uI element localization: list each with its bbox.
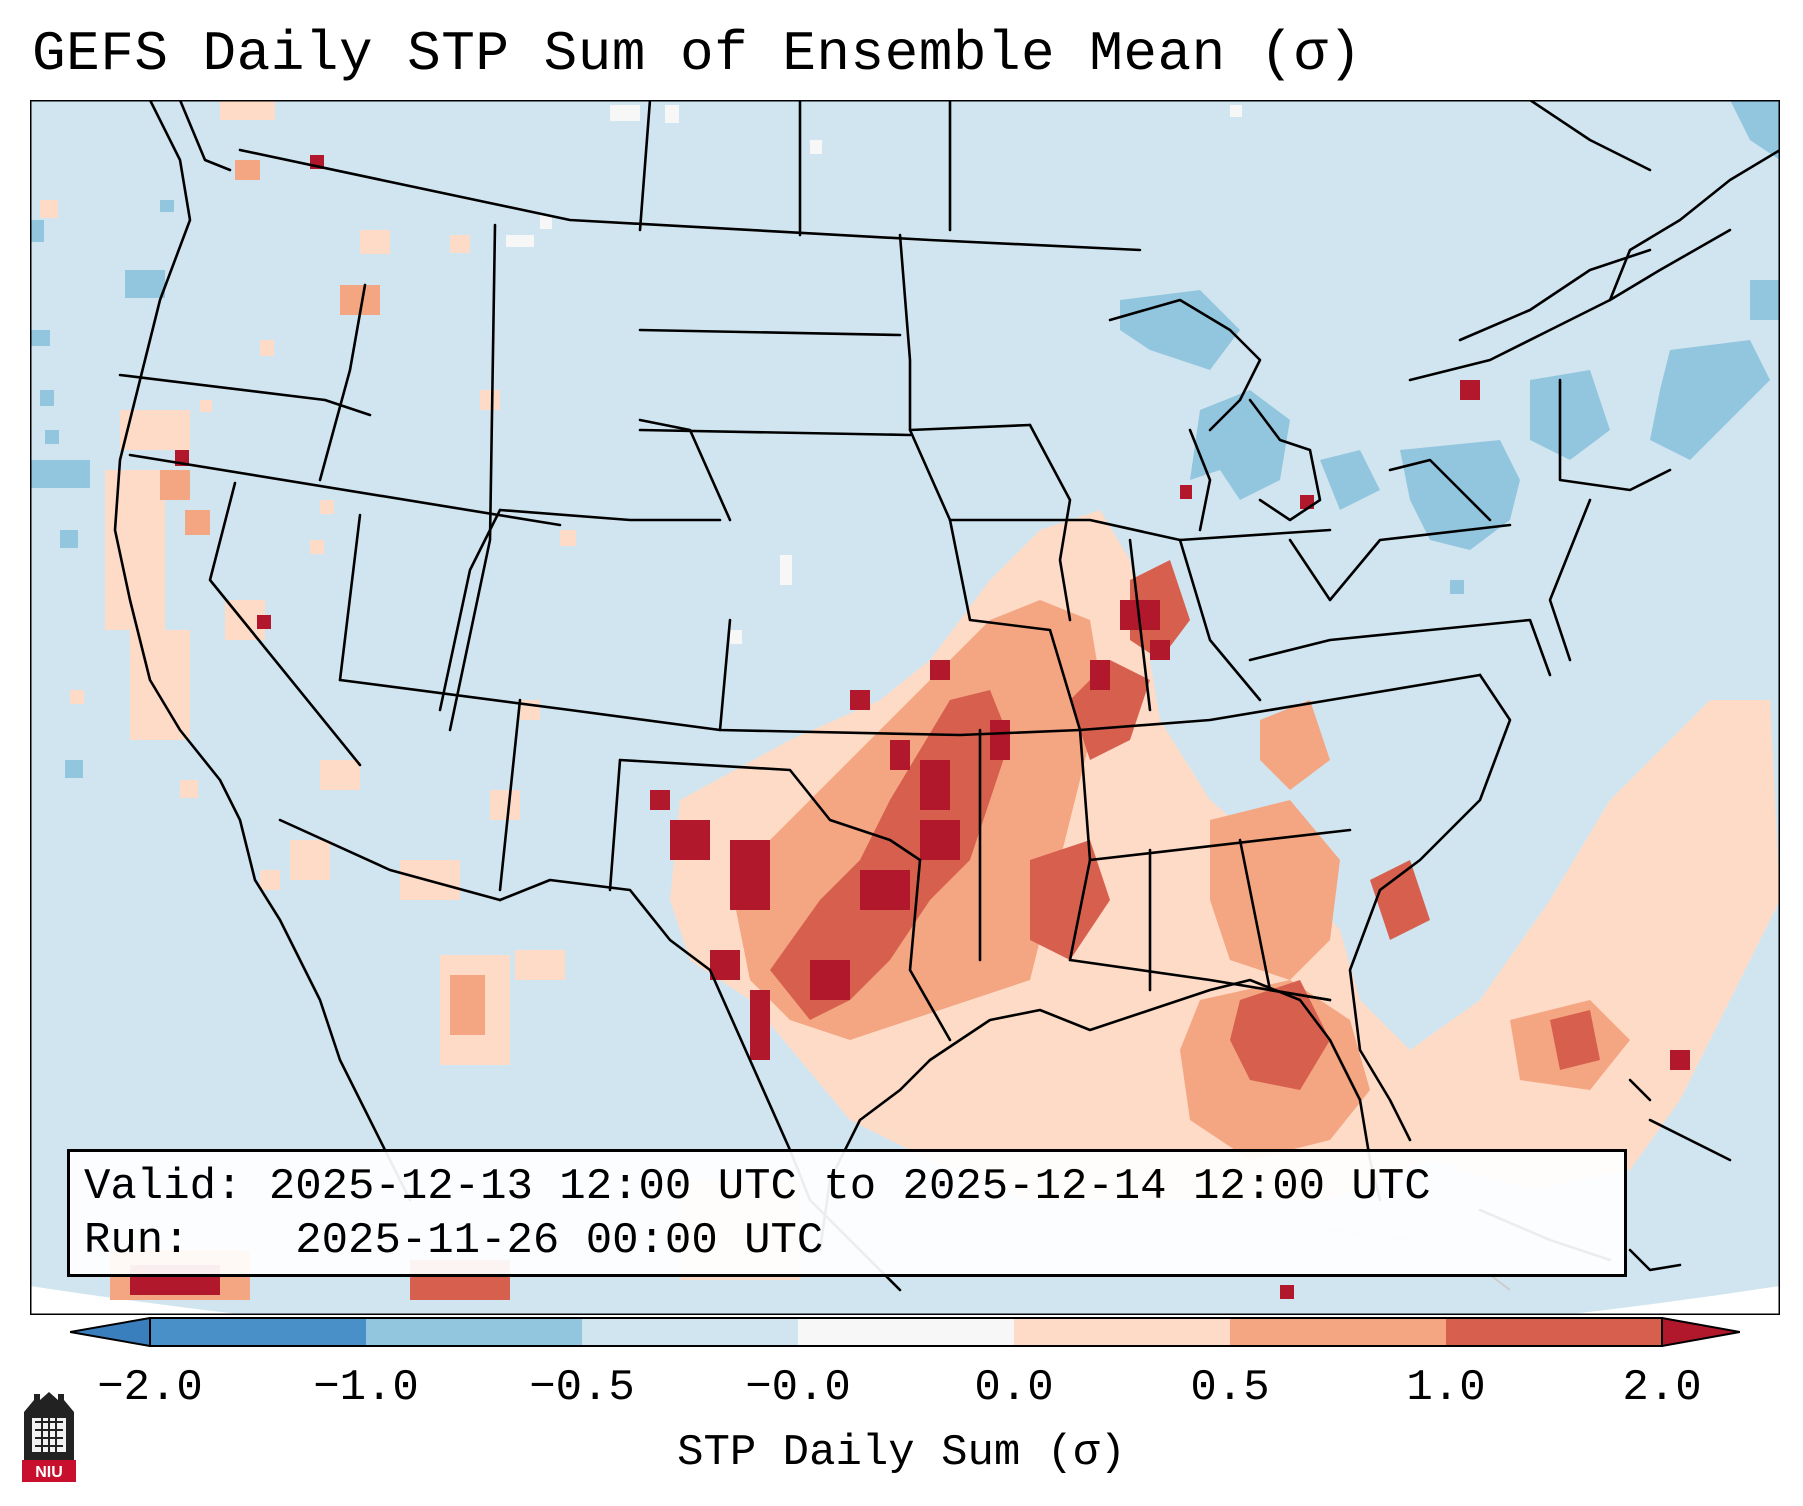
boundary-lines bbox=[113, 100, 1780, 1292]
colorbar-tick: 0.0 bbox=[974, 1363, 1054, 1413]
valid-time-range: 2025-12-13 12:00 UTC to 2025-12-14 12:00… bbox=[268, 1162, 1431, 1212]
colorbar-tick: −2.0 bbox=[97, 1363, 203, 1413]
validity-info-box: Valid: 2025-12-13 12:00 UTC to 2025-12-1… bbox=[67, 1149, 1627, 1277]
logo-text: NIU bbox=[35, 1464, 63, 1481]
colorbar-bin-3 bbox=[582, 1318, 798, 1346]
colorbar-bin-7 bbox=[1446, 1318, 1662, 1346]
niu-logo-icon: NIU bbox=[22, 1392, 76, 1482]
map-panel bbox=[30, 100, 1780, 1315]
colorbar-extend-low bbox=[70, 1317, 151, 1347]
pacific-positive-cells bbox=[40, 200, 190, 740]
colorbar-tick: −1.0 bbox=[313, 1363, 419, 1413]
colorbar-tick: −0.0 bbox=[745, 1363, 851, 1413]
great-lakes-negative bbox=[1120, 100, 1780, 594]
colorbar-tick: 1.0 bbox=[1406, 1363, 1486, 1413]
colorbar bbox=[70, 1317, 1740, 1347]
colorbar-extend-high bbox=[1661, 1317, 1740, 1347]
run-label: Run: bbox=[84, 1216, 190, 1266]
colorbar-label: STP Daily Sum (σ) bbox=[677, 1428, 1126, 1478]
colorbar-bin-4 bbox=[798, 1318, 1014, 1346]
colorbar-bin-2 bbox=[366, 1318, 582, 1346]
colorbar-tick: 2.0 bbox=[1622, 1363, 1702, 1413]
colorbar-tick: −0.5 bbox=[529, 1363, 635, 1413]
pacific-negative-cells bbox=[30, 200, 174, 778]
west-hotspots bbox=[160, 160, 380, 535]
run-time: 2025-11-26 00:00 UTC bbox=[295, 1216, 824, 1266]
colorbar-bin-1 bbox=[150, 1318, 366, 1346]
colorbar-bin-5 bbox=[1014, 1318, 1230, 1346]
colorbar-bin-6 bbox=[1230, 1318, 1446, 1346]
valid-label: Valid: bbox=[84, 1162, 243, 1212]
white-cells bbox=[506, 105, 1242, 644]
colorbar-tick: 0.5 bbox=[1190, 1363, 1270, 1413]
west-scatter-cells bbox=[180, 100, 576, 900]
extreme-cells bbox=[650, 380, 1690, 1299]
map-title: GEFS Daily STP Sum of Ensemble Mean (σ) bbox=[32, 22, 1363, 86]
